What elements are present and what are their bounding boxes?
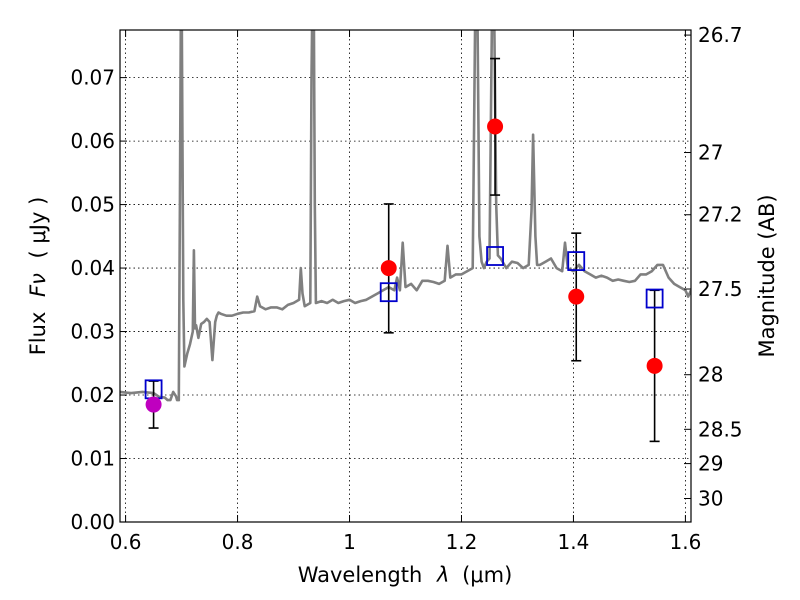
- y2-tick-label: 30: [698, 487, 723, 511]
- y-tick-label: 0.07: [70, 66, 115, 90]
- model-spectrum-layer: [120, 30, 691, 402]
- y2-axis-title: Magnitude (AB): [755, 194, 779, 357]
- x-axis-label: Wavelength: [298, 563, 423, 587]
- svg-text:Flux Fν ( μJy ): Flux Fν ( μJy ): [26, 197, 50, 356]
- x-tick-label: 1.4: [558, 530, 590, 554]
- y-tick-label: 0.00: [70, 510, 115, 534]
- data-points-layer: [144, 118, 664, 413]
- observed-point: [145, 396, 162, 413]
- y-tick-label: 0.03: [70, 320, 115, 344]
- model-photometry-square: [379, 282, 398, 303]
- axis-ticks: 0.6 0.8 1 1.2 1.4 1.6 0.00 0.01 0.02 0.03 0.04 0.05…: [70, 23, 742, 554]
- y-axis-symbol: Fν: [26, 273, 50, 297]
- observed-point: [487, 118, 504, 135]
- y-tick-label: 0.06: [70, 129, 115, 153]
- y-axis-unit: ( μJy ): [26, 197, 50, 259]
- x-tick-label: 1.2: [446, 530, 478, 554]
- plot-frame: [119, 29, 692, 523]
- y2-tick-label: 27: [698, 141, 723, 165]
- y-axis-label: Flux: [26, 312, 50, 356]
- model-photometry-square: [567, 251, 586, 271]
- y-axis-title: Flux Fν ( μJy ): [26, 197, 50, 356]
- observed-point: [380, 260, 397, 277]
- y2-tick-label: 26.7: [698, 23, 743, 47]
- observed-point: [568, 288, 585, 305]
- x-axis-unit: (μm): [462, 563, 512, 587]
- y2-axis-label: Magnitude (AB): [755, 194, 779, 357]
- model-photometry-square: [645, 288, 664, 309]
- svg-text:Wavelength λ (μm): Wavelength λ (μm): [298, 563, 513, 587]
- y2-tick-label: 27.5: [698, 277, 743, 301]
- y2-tick-label: 28.5: [698, 417, 743, 441]
- y2-tick-label: 28: [698, 363, 723, 387]
- model-photometry-square: [486, 246, 504, 266]
- x-axis-symbol: λ: [436, 563, 449, 587]
- x-tick-label: 0.8: [222, 530, 254, 554]
- y-tick-label: 0.01: [70, 447, 115, 471]
- y2-tick-label: 29: [698, 452, 723, 476]
- y-tick-label: 0.05: [70, 193, 115, 217]
- y-tick-label: 0.04: [70, 256, 115, 280]
- x-tick-label: 1.6: [669, 530, 701, 554]
- x-axis-title: Wavelength λ (μm): [298, 563, 513, 587]
- y-tick-label: 0.02: [70, 383, 115, 407]
- observed-point: [646, 357, 663, 374]
- x-tick-label: 0.6: [110, 530, 142, 554]
- x-tick-label: 1: [343, 530, 356, 554]
- y2-tick-label: 27.2: [698, 203, 743, 227]
- model-spectrum-line: [120, 30, 691, 402]
